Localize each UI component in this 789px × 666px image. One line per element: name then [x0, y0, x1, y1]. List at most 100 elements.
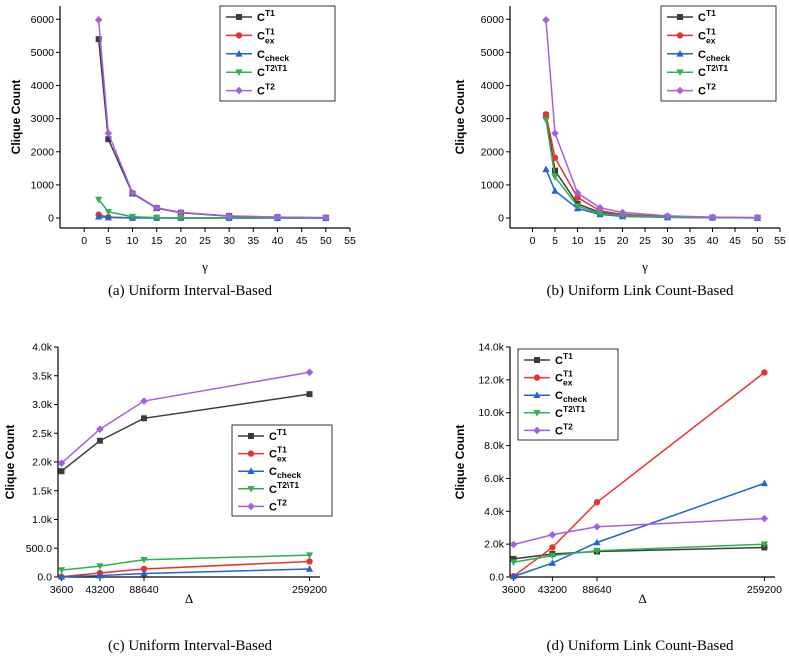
data-point — [57, 567, 66, 574]
legend-marker — [236, 14, 242, 20]
data-point — [551, 154, 559, 161]
chart-panel-2: 0 1000 2000 3000 4000 5000 6000 0 5 10 15 20 25 30 35 4… — [453, 5, 786, 299]
x-tick-label: 50 — [752, 235, 764, 247]
data-point — [128, 189, 137, 197]
y-tick-label: 2.0k — [32, 457, 53, 469]
legend-entry-3: Ccheck — [698, 49, 730, 63]
legend-marker — [247, 502, 255, 511]
legend-marker — [533, 410, 541, 417]
data-point — [596, 210, 604, 218]
y-tick-label: 6.0k — [484, 473, 505, 485]
legend-entry-3: Ccheck — [257, 49, 289, 63]
legend-marker — [533, 374, 541, 381]
y-tick-label: 12.0k — [478, 374, 504, 386]
x-tick-label: 259200 — [747, 584, 782, 596]
x-tick-label: 35 — [684, 235, 696, 247]
data-point — [153, 214, 161, 222]
legend-entry-5: CT2 — [555, 421, 573, 437]
data-point — [542, 111, 550, 118]
legend-marker — [677, 14, 683, 20]
legend-marker — [533, 391, 541, 398]
figure-caption: (a) Uniform Interval-Based — [108, 283, 273, 299]
data-point — [152, 203, 161, 212]
legend-marker — [247, 486, 255, 493]
data-point — [542, 16, 550, 24]
x-tick-label: 3600 — [502, 584, 526, 596]
x-tick-label: 88640 — [582, 584, 611, 596]
legend-entry-4: CT2\T1 — [269, 480, 299, 496]
y-tick-label: 4.0k — [32, 342, 53, 354]
y-tick-label: 4000 — [31, 80, 55, 92]
y-tick-label: 2.0k — [484, 539, 505, 551]
data-point — [548, 559, 556, 566]
legend-marker — [676, 86, 684, 95]
x-tick-label: 45 — [729, 235, 741, 247]
y-tick-label: 1.0k — [32, 514, 53, 526]
data-point — [140, 397, 148, 405]
data-point — [96, 563, 104, 570]
data-point — [104, 208, 112, 216]
x-tick-label: 40 — [707, 235, 719, 247]
data-point — [548, 552, 556, 560]
y-tick-label: 0.0 — [489, 572, 504, 584]
x-tick-label: 43200 — [538, 584, 567, 596]
figure-caption: (b) Uniform Link Count-Based — [546, 283, 734, 299]
data-point — [96, 437, 103, 444]
data-point — [306, 558, 313, 565]
y-tick-label: 1000 — [31, 179, 55, 191]
legend-marker — [676, 32, 684, 39]
chart-panel-1: 0 1000 2000 3000 4000 5000 6000 0 5 10 15 20 25 30 35 4… — [9, 5, 356, 299]
x-tick-label: 50 — [320, 235, 332, 247]
x-tick-label: 5 — [105, 235, 111, 247]
data-point — [305, 368, 314, 377]
data-point — [761, 369, 768, 376]
legend-entry-4: CT2\T1 — [257, 63, 287, 79]
data-point — [618, 212, 627, 220]
x-tick-label: 30 — [223, 235, 235, 247]
data-point — [305, 565, 314, 572]
data-point — [140, 569, 148, 577]
data-point — [509, 559, 518, 567]
data-point — [306, 391, 313, 398]
data-point — [708, 213, 717, 221]
data-point — [177, 208, 185, 217]
data-point — [95, 36, 102, 43]
x-tick-label: 43200 — [85, 584, 114, 596]
series-line-4 — [513, 543, 765, 563]
x-tick-label: 15 — [594, 235, 606, 247]
legend-marker — [235, 50, 243, 57]
y-tick-label: 1.5k — [32, 485, 53, 497]
x-axis-label: Δ — [185, 591, 193, 606]
legend-entry-1: CT1 — [269, 427, 287, 443]
data-point — [57, 459, 66, 467]
x-tick-label: 25 — [639, 235, 651, 247]
y-tick-label: 14.0k — [478, 342, 504, 354]
data-point — [128, 213, 137, 221]
y-tick-label: 2000 — [31, 146, 55, 158]
x-tick-label: 20 — [617, 235, 629, 247]
data-point — [573, 203, 582, 210]
series-line-4 — [98, 199, 326, 219]
y-tick-label: 6000 — [481, 14, 505, 26]
series-line-1 — [61, 393, 310, 472]
y-tick-label: 2000 — [481, 146, 505, 158]
data-point — [305, 552, 314, 559]
series-line-5 — [60, 371, 310, 464]
legend-marker — [235, 32, 243, 39]
legend-marker — [534, 357, 540, 363]
data-point — [593, 547, 601, 555]
legend-entry-2: CT1 ex — [269, 445, 287, 464]
data-point — [96, 425, 104, 434]
data-point — [140, 565, 148, 573]
data-point — [593, 538, 601, 546]
y-tick-label: 4000 — [481, 80, 505, 92]
data-point — [753, 213, 762, 222]
x-tick-label: 55 — [774, 235, 786, 247]
data-point — [593, 522, 601, 531]
x-tick-label: 20 — [175, 235, 187, 247]
data-point — [509, 572, 518, 580]
x-axis-label: γ — [641, 259, 648, 274]
